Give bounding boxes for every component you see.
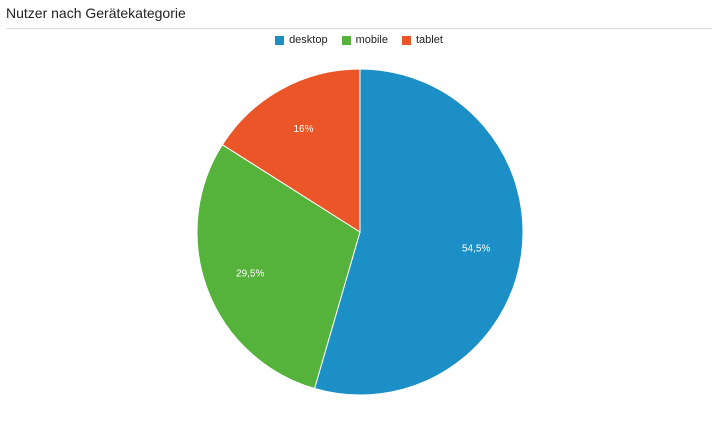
legend-item-tablet[interactable]: tablet xyxy=(402,34,443,46)
slice-label-desktop: 54,5% xyxy=(462,244,490,255)
legend-swatch-mobile xyxy=(341,35,351,45)
chart-title: Nutzer nach Gerätekategorie xyxy=(6,5,186,21)
legend-swatch-tablet xyxy=(402,35,411,45)
legend-label-desktop: desktop xyxy=(289,34,328,46)
slice-label-tablet: 16% xyxy=(293,124,313,135)
legend-swatch-desktop xyxy=(275,35,285,45)
legend-item-mobile[interactable]: mobile xyxy=(341,34,388,46)
legend-label-tablet: tablet xyxy=(416,34,443,46)
legend: desktop mobile tablet xyxy=(0,34,718,46)
pie-slice-mobile[interactable] xyxy=(196,143,361,390)
pie-slice-desktop[interactable] xyxy=(313,68,524,396)
slice-label-mobile: 29,5% xyxy=(236,268,264,279)
title-divider xyxy=(6,28,712,29)
pie-slice-tablet[interactable] xyxy=(221,68,361,233)
legend-label-mobile: mobile xyxy=(355,34,388,46)
legend-item-desktop[interactable]: desktop xyxy=(275,34,328,46)
